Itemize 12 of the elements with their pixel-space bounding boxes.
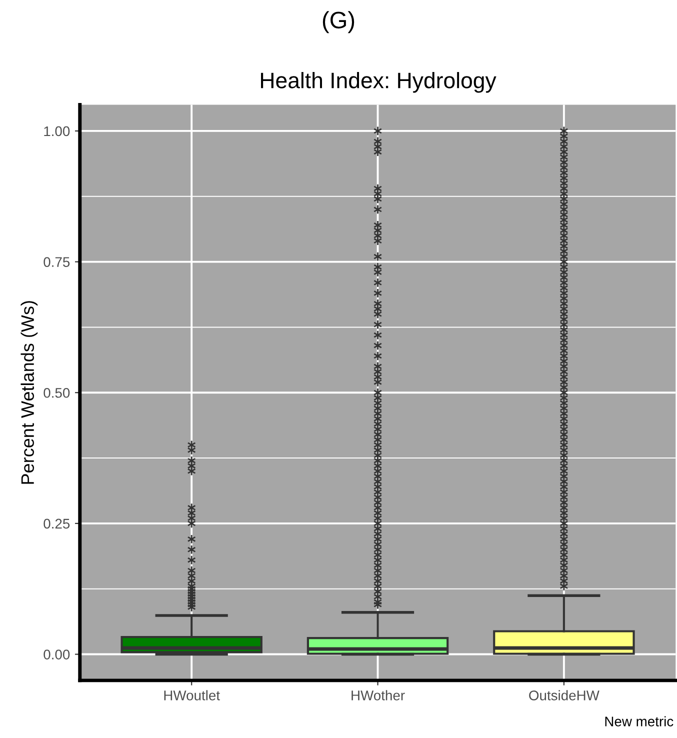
x-tick-label: OutsideHW (529, 690, 600, 700)
y-axis-title: Percent Wetlands (Ws) (20, 301, 38, 484)
y-tick-label: 0.25 (44, 518, 70, 529)
x-tick-label: HWother (352, 690, 405, 700)
y-tick-label: 1.00 (44, 126, 70, 136)
chart-title: Health Index: Hydrology (261, 72, 496, 93)
y-tick-label: 0.00 (44, 650, 70, 660)
text: New metric (605, 716, 674, 726)
y-tick-label: 0.75 (44, 257, 70, 267)
x-tick-label: HWoutlet (164, 690, 220, 700)
y-tick-label: 0.50 (44, 388, 70, 398)
text: (G) (322, 11, 354, 34)
